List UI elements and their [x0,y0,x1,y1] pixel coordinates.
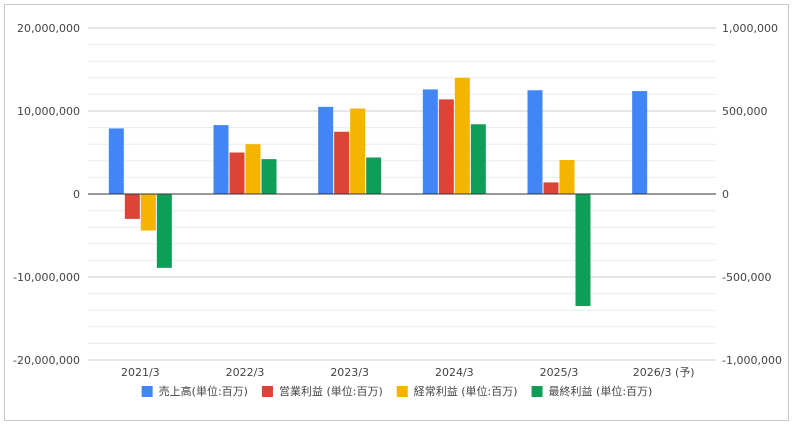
bar-1-1[interactable] [108,128,124,194]
legend-swatch [141,386,153,397]
y-left-tick-label: -10,000,000 [13,271,80,284]
bar-1-2[interactable] [213,125,229,194]
legend-label: 経常利益 (単位:百万) [414,384,518,398]
x-tick-label: 2021/3 [121,366,160,379]
legend-label: 営業利益 (単位:百万) [279,384,383,398]
legend-item-4[interactable]: 最終利益 (単位:百万) [531,384,653,398]
legend[interactable]: 売上高(単位:百万) 営業利益 (単位:百万) 経常利益 (単位:百万) 最終利益 (… [141,384,653,398]
x-tick-label: 2023/3 [330,366,369,379]
bar-1-3[interactable] [318,106,334,194]
bar-2-2[interactable] [229,152,245,195]
x-tick-label: 2022/3 [226,366,265,379]
legend-label: 最終利益 (単位:百万) [549,384,653,398]
axes: 2021/3 2022/3 2023/3 2024/3 2025/3 2026/3 (予)… [13,22,782,379]
bar-3-4[interactable] [454,77,470,194]
bar-4-3[interactable] [366,157,382,194]
bar-2-4[interactable] [438,99,454,194]
bar-2-3[interactable] [334,131,350,194]
x-tick-label: 2026/3 (予) [633,366,695,379]
legend-item-2[interactable]: 営業利益 (単位:百万) [261,384,383,398]
legend-item-1[interactable]: 売上高(単位:百万) [141,384,248,398]
x-tick-label: 2024/3 [435,366,474,379]
y-left-tick-label: 0 [73,188,80,201]
bar-3-3[interactable] [350,108,366,194]
bar-1-4[interactable] [422,89,438,194]
x-tick-label: 2025/3 [540,366,579,379]
bar-4-4[interactable] [470,124,486,194]
legend-label: 売上高(単位:百万) [159,384,248,398]
y-right-tick-label: -1,000,000 [722,354,782,367]
bar-3-5[interactable] [559,159,575,194]
bar-4-2[interactable] [261,159,277,194]
legend-swatch [396,386,408,397]
y-left-tick-label: 20,000,000 [17,22,80,35]
legend-swatch [261,386,273,397]
y-right-tick-label: -500,000 [722,271,771,284]
bar-1-6[interactable] [632,91,648,194]
bar-4-5[interactable] [575,194,591,307]
y-left-tick-label: -20,000,000 [13,354,80,367]
y-right-tick-label: 1,000,000 [722,22,778,35]
y-left-tick-label: 10,000,000 [17,105,80,118]
gridlines [88,27,716,361]
bar-1-5[interactable] [527,90,543,194]
legend-swatch [531,386,543,397]
bar-4-1[interactable] [156,194,172,268]
bar-2-5[interactable] [543,182,559,194]
bar-3-1[interactable] [140,194,156,231]
bar-2-1[interactable] [124,194,140,219]
legend-item-3[interactable]: 経常利益 (単位:百万) [396,384,518,398]
bar-3-2[interactable] [245,144,261,194]
bars [108,77,648,307]
y-right-tick-label: 0 [722,188,729,201]
y-right-tick-label: 500,000 [722,105,768,118]
